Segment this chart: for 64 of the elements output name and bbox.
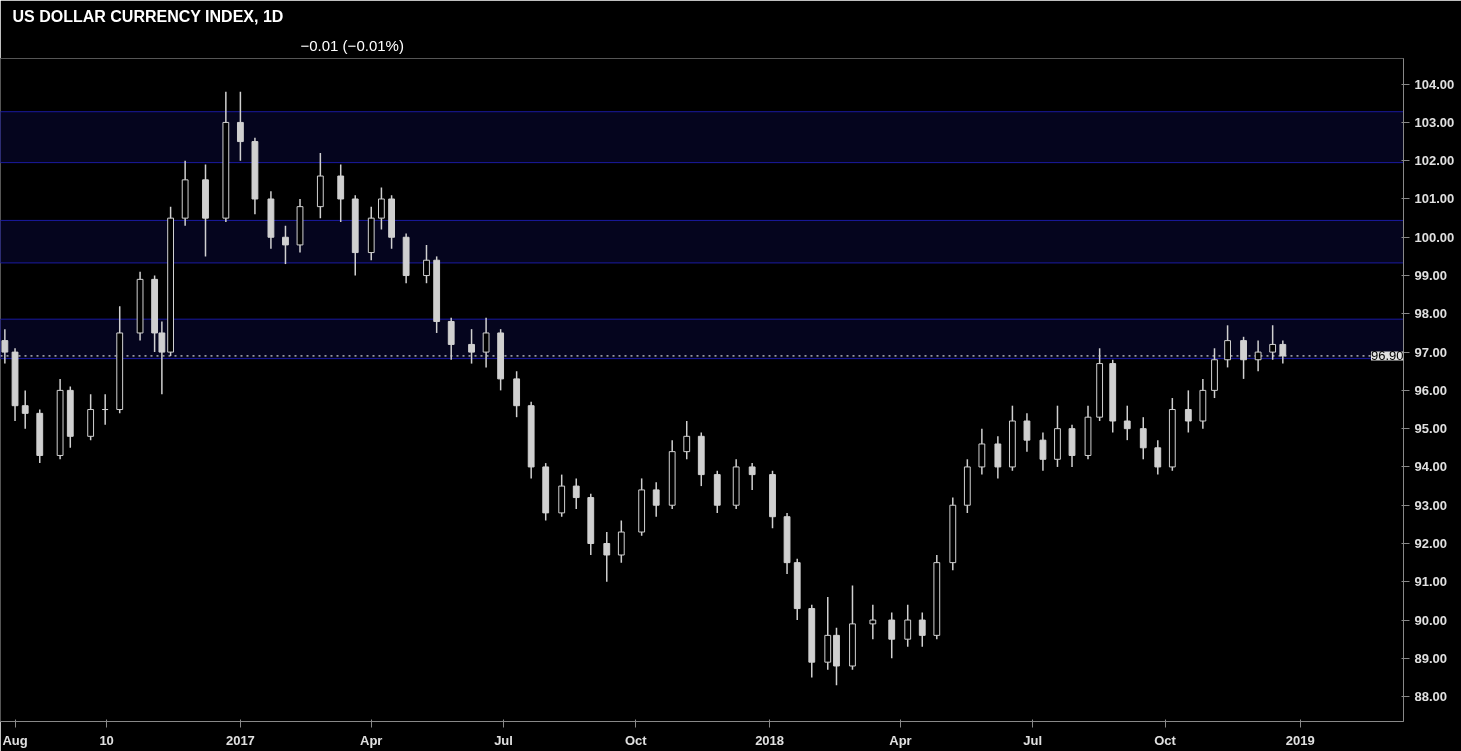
- candlestick: [1254, 339, 1262, 372]
- x-tick-label: 10: [99, 732, 114, 748]
- candlestick: [1269, 324, 1277, 361]
- candlestick: [423, 244, 430, 284]
- candlestick: [482, 316, 490, 369]
- x-tick-label: 2019: [1285, 732, 1315, 748]
- x-tick-label: Apr: [360, 732, 383, 748]
- candlestick: [572, 477, 580, 510]
- candlestick: [1023, 412, 1031, 453]
- y-tick-label: 101.00: [1414, 191, 1455, 207]
- x-tick-label: Aug: [2, 732, 28, 748]
- y-tick-label: 89.00: [1414, 650, 1448, 666]
- candlestick: [21, 389, 29, 430]
- chart-title: US DOLLAR CURRENCY INDEX, 1D: [12, 7, 284, 25]
- candlestick: [978, 427, 986, 476]
- candlestick: [683, 420, 691, 461]
- y-tick-label: 90.00: [1414, 612, 1448, 628]
- candlestick: [1123, 404, 1131, 441]
- x-tick-label: Jul: [494, 732, 513, 748]
- candlestick: [378, 186, 385, 231]
- candlestick: [748, 462, 756, 491]
- y-tick-label: 102.00: [1414, 153, 1455, 169]
- y-tick-label: 96.00: [1414, 382, 1448, 398]
- y-tick-label: 95.00: [1414, 421, 1448, 437]
- candlestick: [904, 604, 912, 648]
- candlestick: [869, 604, 877, 640]
- candlestick: [447, 316, 455, 361]
- y-tick-label: 88.00: [1414, 689, 1448, 705]
- y-tick-label: 92.00: [1414, 536, 1448, 551]
- candlestick: [1139, 416, 1147, 461]
- candlestick: [1240, 336, 1247, 380]
- x-tick-label: Oct: [1154, 732, 1177, 748]
- candlestick: [236, 91, 244, 162]
- candlestick: [468, 328, 475, 365]
- y-tick-label: 100.00: [1414, 229, 1455, 245]
- candlestick: [603, 531, 611, 583]
- y-tick-label: 104.00: [1414, 76, 1455, 92]
- y-tick-label: 91.00: [1414, 574, 1448, 590]
- x-tick-label: Jul: [1023, 732, 1043, 748]
- candlestick: [1154, 439, 1162, 476]
- candlestick: [337, 163, 345, 223]
- x-tick-label: 2018: [755, 732, 785, 748]
- candlestick: [1224, 324, 1231, 369]
- y-tick-label: 99.00: [1414, 268, 1448, 284]
- x-tick-label: Oct: [625, 732, 648, 748]
- y-tick-label: 94.00: [1414, 459, 1448, 475]
- candlestick: [282, 225, 289, 265]
- y-tick-label: 93.00: [1414, 497, 1448, 513]
- candlestick: [1039, 431, 1047, 472]
- candlestick: [1184, 389, 1192, 434]
- y-tick-label: 98.00: [1414, 306, 1448, 322]
- ref-line-label: 96.90: [1370, 348, 1404, 364]
- candlestick: [918, 611, 926, 648]
- candlestick: [994, 435, 1002, 480]
- chart-subtitle: −0.01 (−0.01%): [300, 36, 404, 54]
- y-tick-label: 103.00: [1414, 114, 1455, 130]
- candlestick: [1, 328, 9, 365]
- candlestick: [1279, 339, 1287, 365]
- y-tick-label: 97.00: [1414, 344, 1448, 360]
- x-tick-label: Apr: [889, 732, 912, 748]
- candlestick: [888, 611, 896, 660]
- x-tick-label: 2017: [225, 732, 255, 748]
- candlestick: [617, 519, 625, 564]
- candlestick: [652, 481, 660, 518]
